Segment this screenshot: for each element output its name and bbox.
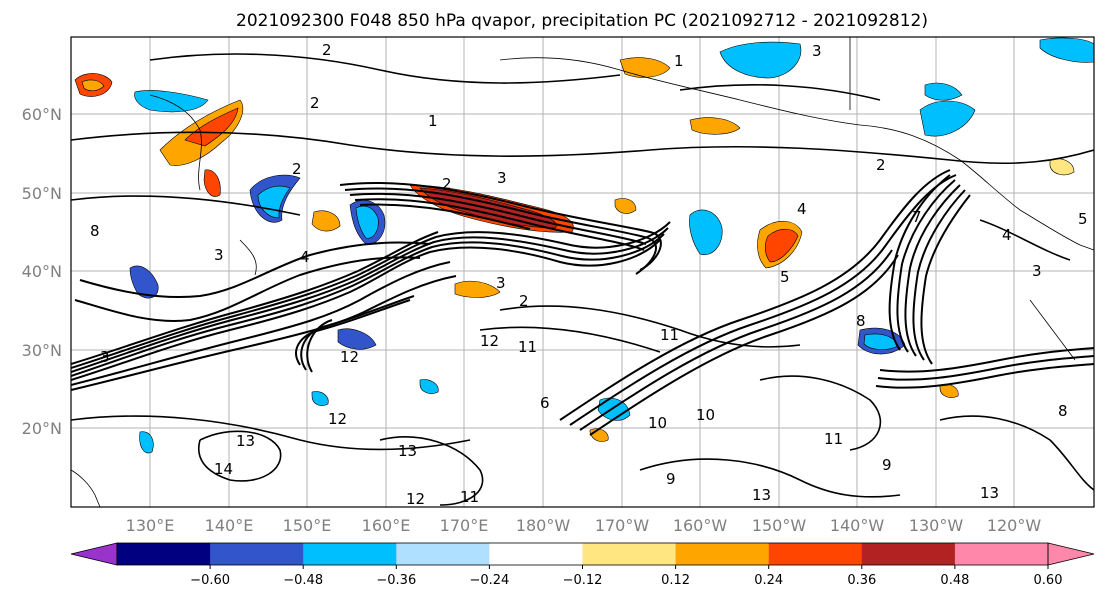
contour-label: 12	[340, 348, 359, 366]
contour-label: 11	[460, 488, 479, 506]
colorbar-extend-low	[70, 542, 118, 566]
contour-label: 14	[214, 460, 233, 478]
contour-label: 3	[496, 274, 506, 292]
lon-label: 120°W	[987, 516, 1042, 535]
colorbar-segment	[954, 543, 1049, 565]
coastlines	[71, 37, 1094, 507]
gridlines	[71, 37, 1094, 507]
contour-label: 13	[980, 484, 999, 502]
contour-label: 1	[428, 112, 438, 130]
contour-label: 5	[1078, 210, 1088, 228]
contour-label: 3	[812, 42, 822, 60]
lon-label: 180°W	[516, 516, 571, 535]
colorbar-tick-label: −0.36	[376, 573, 416, 588]
lon-label: 170°E	[440, 516, 489, 535]
lon-label: 160°E	[362, 516, 411, 535]
contour-label: 8	[90, 222, 100, 240]
contour-label: 2	[442, 175, 452, 193]
contour-label: 8	[1058, 402, 1068, 420]
colorbar-tick-label: −0.12	[563, 573, 603, 588]
contour-label: 8	[856, 312, 866, 330]
contour-label: 3	[1032, 262, 1042, 280]
colorbar-ticks: −0.60 −0.48 −0.36 −0.24 −0.12 0.12 0.24 0.36 0.4…	[190, 565, 1062, 588]
contour-label: 10	[648, 414, 667, 432]
colorbar-tick-label: 0.24	[754, 573, 783, 588]
lat-label: 30°N	[22, 341, 62, 360]
lat-label: 60°N	[22, 105, 62, 124]
colorbar-extend-high	[1047, 542, 1095, 566]
colorbar-tick-label: 0.36	[847, 573, 876, 588]
contour-label: 5	[780, 268, 790, 286]
colorbar-segment	[396, 543, 490, 565]
contour-label: 13	[752, 486, 771, 504]
map-frame	[70, 36, 1095, 508]
contour-label: 4	[300, 248, 310, 266]
colorbar-segment	[489, 543, 583, 565]
colorbar-tick-label: 0.48	[940, 573, 969, 588]
colorbar-segments	[117, 543, 1049, 565]
contour-label: 12	[480, 332, 499, 350]
contour-label: 2	[292, 160, 302, 178]
contour-label: 2	[322, 41, 332, 59]
figure-title: 2021092300 F048 850 hPa qvapor, precipit…	[236, 11, 928, 31]
contour-label: 9	[666, 470, 676, 488]
contour-label: 9	[882, 456, 892, 474]
lon-label: 140°E	[205, 516, 254, 535]
lon-label: 150°E	[283, 516, 332, 535]
colorbar-tick-label: −0.24	[469, 573, 509, 588]
lat-label: 50°N	[22, 184, 62, 203]
contour-label: 13	[398, 442, 417, 460]
colorbar-tick-label: −0.48	[283, 573, 323, 588]
contour-labels: 2 2 1 2 3 2 4 3 2 3 4 5 8 3 12 12 11 11 …	[90, 41, 1088, 508]
colorbar-segment	[675, 543, 770, 565]
contour-label: 2	[876, 156, 886, 174]
contour-label: 2	[519, 292, 529, 310]
lon-label: 150°W	[752, 516, 807, 535]
lon-label: 130°E	[126, 516, 175, 535]
colorbar-segment	[303, 543, 397, 565]
latitude-labels: 60°N 50°N 40°N 30°N 20°N	[22, 105, 62, 438]
colorbar-tick-label: 0.60	[1034, 573, 1063, 588]
contour-label: 3	[100, 348, 110, 366]
contour-label: 4	[1002, 226, 1012, 244]
lat-label: 40°N	[22, 262, 62, 281]
contour-label: 11	[518, 338, 537, 356]
colorbar-tick-label: −0.60	[190, 573, 230, 588]
lon-label: 140°W	[830, 516, 885, 535]
contour-label: 4	[797, 200, 807, 218]
colorbar-tick-label: 0.12	[661, 573, 690, 588]
colorbar-segment	[210, 543, 304, 565]
colorbar: −0.60 −0.48 −0.36 −0.24 −0.12 0.12 0.24 0.36 0.4…	[70, 542, 1095, 588]
colorbar-segment	[768, 543, 863, 565]
contour-label: 12	[328, 410, 347, 428]
colorbar-segment	[117, 543, 211, 565]
map-panel: 2 2 1 2 3 2 4 3 2 3 4 5 8 3 12 12 11 11 …	[22, 36, 1095, 535]
contour-label: 1	[674, 52, 684, 70]
qvapor-contours	[71, 53, 1094, 506]
contour-label: 10	[696, 406, 715, 424]
longitude-labels: 130°E 140°E 150°E 160°E 170°E 180°W 170°…	[126, 516, 1042, 535]
contour-label: 7	[912, 208, 922, 226]
contour-label: 13	[236, 432, 255, 450]
lat-label: 20°N	[22, 419, 62, 438]
colorbar-segment	[582, 543, 677, 565]
lon-label: 160°W	[673, 516, 728, 535]
contour-label: 3	[497, 169, 507, 187]
contour-label: 6	[540, 394, 550, 412]
contour-label: 11	[824, 430, 843, 448]
contour-label: 12	[406, 490, 425, 508]
lon-label: 130°W	[909, 516, 964, 535]
contour-label: 3	[214, 246, 224, 264]
contour-label: 11	[660, 326, 679, 344]
lon-label: 170°W	[595, 516, 650, 535]
colorbar-segment	[861, 543, 956, 565]
contour-label: 2	[310, 94, 320, 112]
